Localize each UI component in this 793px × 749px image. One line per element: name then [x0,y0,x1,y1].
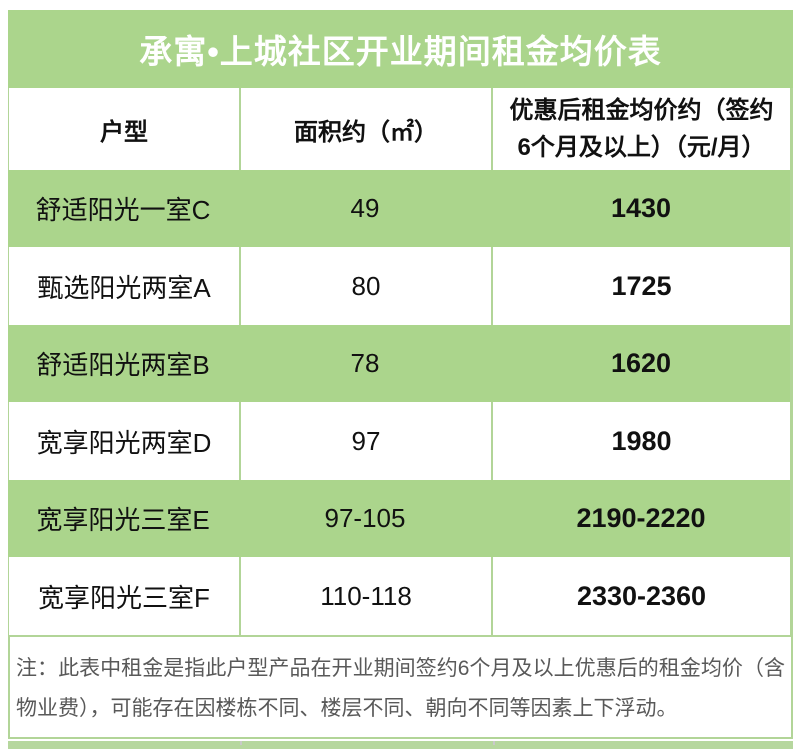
header-area: 面积约（㎡） [241,88,493,170]
area-cell: 110-118 [241,557,493,635]
price-cell: 1980 [493,402,793,480]
area-cell: 78 [350,348,380,378]
table-title: 承寓•上城社区开业期间租金均价表 [8,10,793,88]
price-cell: 1430 [492,170,793,247]
header-unit-type: 户型 [9,88,241,170]
unit-type-cell: 舒适阳光一室C [35,195,211,225]
table-row: 舒适阳光两室B 78 1620 [8,325,793,402]
note-box: 注：此表中租金是指此户型产品在开业期间签约6个月及以上优惠后的租金均价（含物业费… [8,635,793,739]
area-cell: 97 [241,402,493,480]
area-cell: 97-105 [324,503,406,533]
table-row: 宽享阳光两室D 97 1980 [8,402,793,480]
unit-type-cell: 甄选阳光两室A [9,247,241,325]
table-row: 舒适阳光一室C 49 1430 [8,170,793,247]
table-row: 宽享阳光三室E 97-105 2190-2220 [8,480,793,557]
price-cell: 2330-2360 [493,557,793,635]
unit-type-cell: 宽享阳光三室F [9,557,241,635]
unit-type-cell: 宽享阳光两室D [9,402,241,480]
unit-type-cell: 舒适阳光两室B [36,350,210,380]
unit-type-cell: 宽享阳光三室E [36,505,210,535]
price-cell: 1725 [493,247,793,325]
table-row: 甄选阳光两室A 80 1725 [8,247,793,325]
price-cell: 2190-2220 [492,480,793,557]
column-divider-tick [240,741,242,745]
column-divider-tick [493,741,495,745]
area-cell: 49 [350,193,380,223]
price-cell: 1620 [492,325,793,402]
note-text: 注：此表中租金是指此户型产品在开业期间签约6个月及以上优惠后的租金均价（含物业费… [16,657,785,720]
rent-price-table: 承寓•上城社区开业期间租金均价表 户型 面积约（㎡） 优惠后租金均价约（签约6个… [8,10,793,739]
area-cell: 80 [241,247,493,325]
next-row-sliver [8,741,793,749]
header-row: 户型 面积约（㎡） 优惠后租金均价约（签约6个月及以上）（元/月） [8,88,793,170]
header-price: 优惠后租金均价约（签约6个月及以上）（元/月） [493,88,793,170]
table-row: 宽享阳光三室F 110-118 2330-2360 [8,557,793,635]
